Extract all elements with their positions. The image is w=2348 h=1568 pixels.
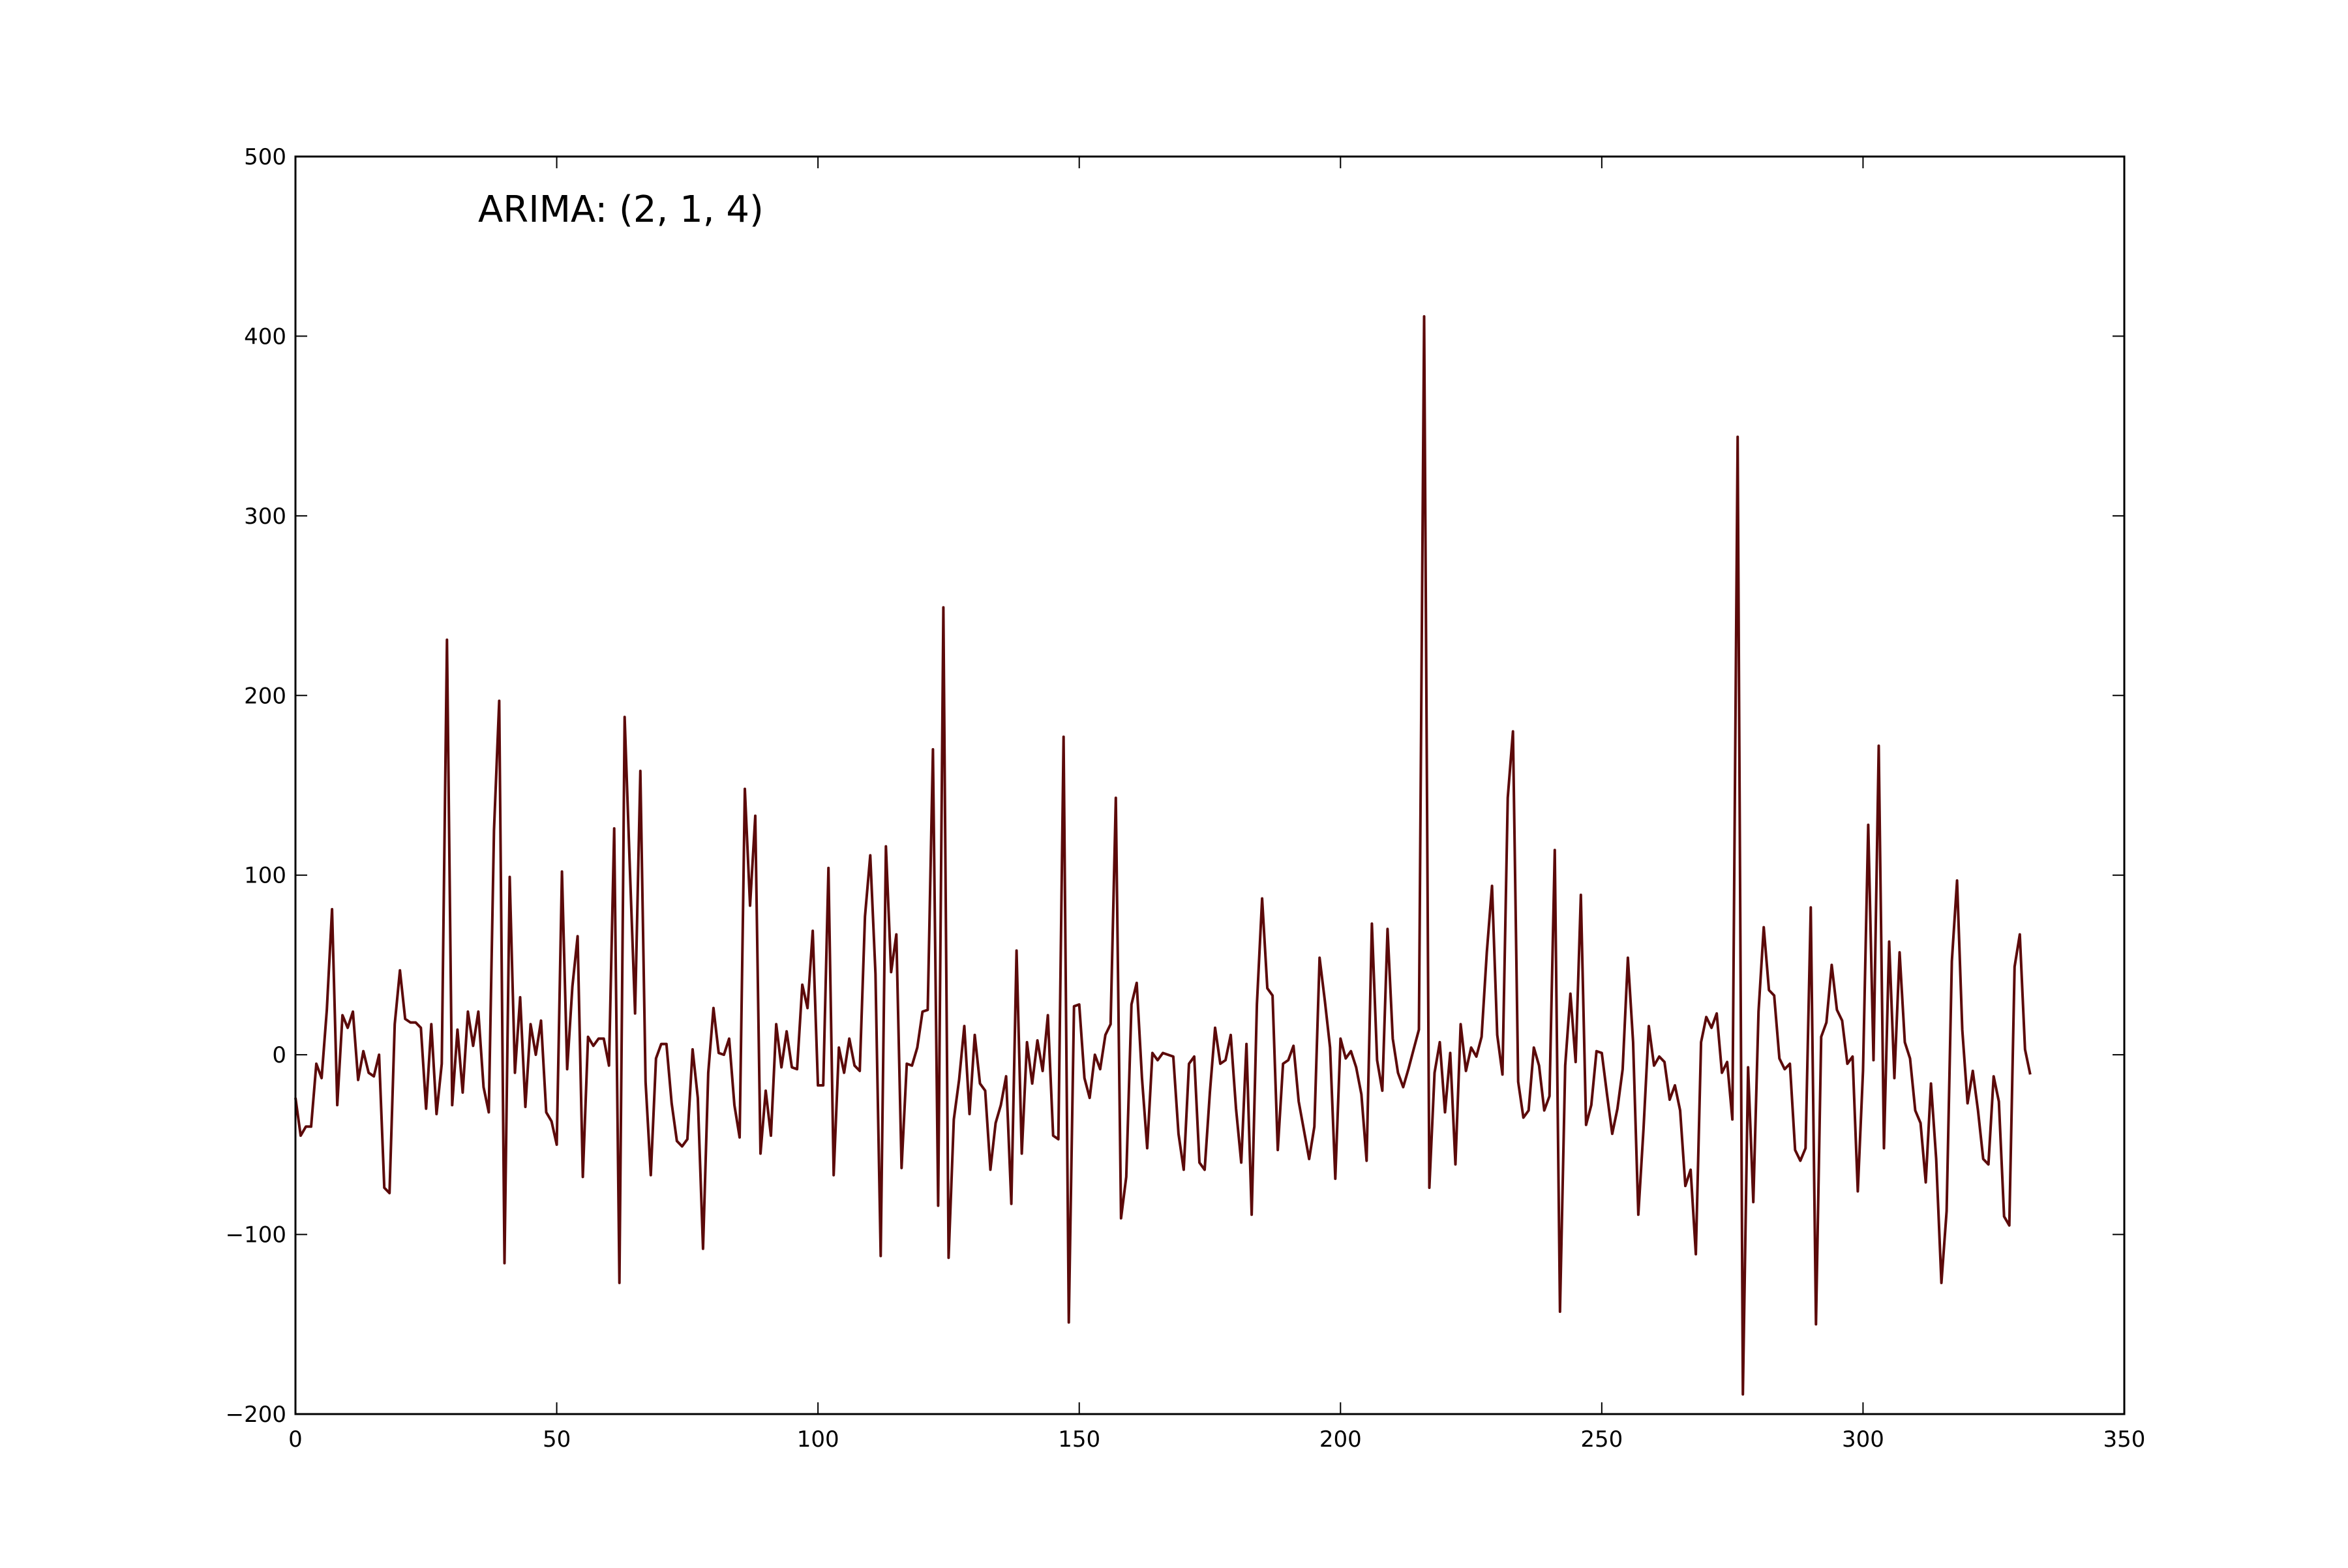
series-line [294, 315, 2032, 1396]
y-tick-label: −200 [226, 1402, 286, 1428]
x-tick-label: 250 [1580, 1426, 1623, 1453]
x-tick-label: 350 [2103, 1426, 2146, 1453]
y-tick-label: 0 [272, 1042, 286, 1068]
y-tick-label: 100 [244, 863, 286, 889]
x-tick-label: 200 [1319, 1426, 1362, 1453]
x-tick-label: 150 [1058, 1426, 1100, 1453]
y-tick-label: 300 [244, 504, 286, 530]
labels-layer: 0 50 100 150 200 250 300 350 −200 −100 0 100 200 300 4… [226, 144, 2146, 1453]
x-tick-label: 300 [1842, 1426, 1884, 1453]
x-tick-label: 100 [797, 1426, 839, 1453]
y-tick-label: 500 [244, 144, 286, 170]
x-tick-label: 0 [288, 1426, 303, 1453]
y-tick-label: −100 [226, 1222, 286, 1248]
plot-frame [294, 155, 2126, 1415]
chart-annotation: ARIMA: (2, 1, 4) [478, 188, 764, 231]
y-tick-label: 400 [244, 324, 286, 350]
x-tick-label: 50 [543, 1426, 571, 1453]
y-tick-label: 200 [244, 683, 286, 709]
